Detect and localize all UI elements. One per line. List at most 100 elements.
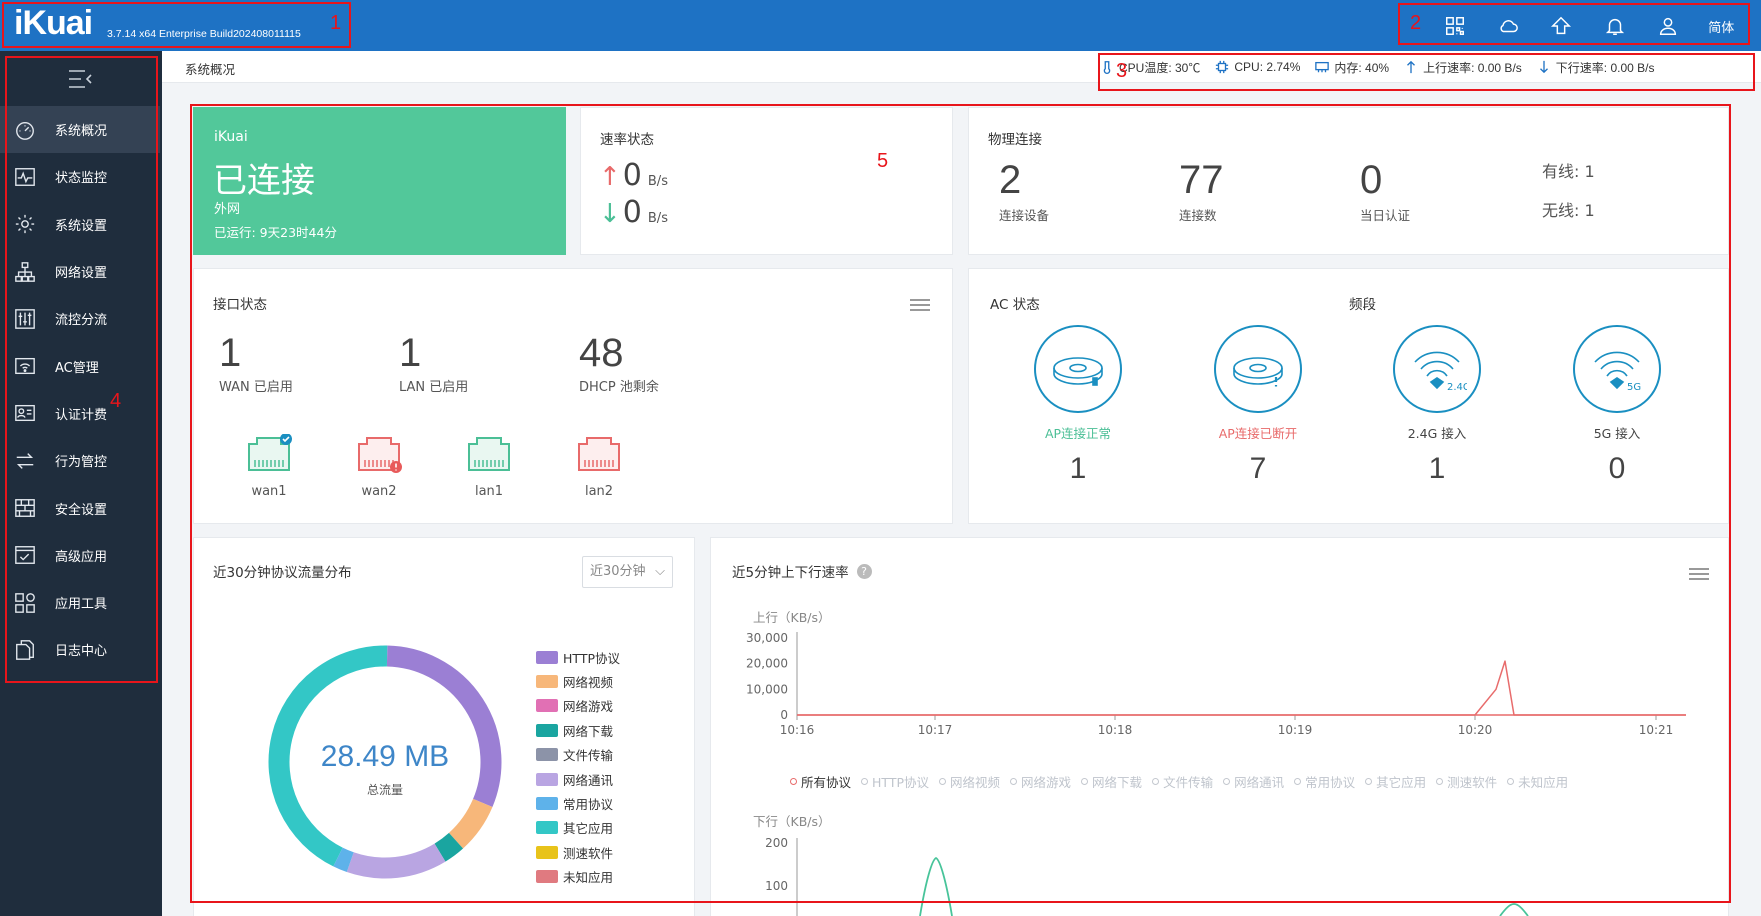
upload-value: 上行速率: 0.00 B/s xyxy=(1423,60,1522,75)
rate-status-title: 速率状态 xyxy=(600,132,654,148)
legend-item[interactable]: 网络下载 xyxy=(536,718,620,742)
rate-legend-item[interactable]: 未知应用 xyxy=(1507,772,1568,791)
legend-item[interactable]: 未知应用 xyxy=(536,865,620,889)
sidebar-item-system-settings[interactable]: 系统设置 xyxy=(0,201,160,248)
legend-label: 网络视频 xyxy=(563,675,614,691)
legend-item[interactable]: 网络通讯 xyxy=(536,767,620,791)
ap-online-item[interactable]: AP连接正常 1 xyxy=(1018,325,1138,486)
rate-line-chart[interactable]: 上行（KB/s） 30,000 20,000 10,000 010:16 10:17 10:… xyxy=(710,580,1729,916)
upload-series-line[interactable] xyxy=(797,660,1686,716)
band-5g-item[interactable]: 5G 5G 接入 0 xyxy=(1557,325,1677,486)
cpu-temp-stat: CPU温度: 30℃ xyxy=(1100,59,1200,76)
legend-item[interactable]: 文件传输 xyxy=(536,743,620,767)
rate-legend-item[interactable]: 网络视频 xyxy=(939,772,1000,791)
language-switch[interactable]: 简体 xyxy=(1708,19,1735,35)
legend-label: 未知应用 xyxy=(1518,775,1569,790)
ikuai-logo[interactable]: iKuai xyxy=(14,4,93,42)
sidebar-item-flow-control[interactable]: 流控分流 xyxy=(0,295,160,342)
band-24g-circle: 2.4G xyxy=(1393,325,1481,413)
rate-legend-item[interactable]: 常用协议 xyxy=(1294,772,1355,791)
legend-dot xyxy=(861,778,869,785)
wired-count: 有线: 1 xyxy=(1542,162,1595,181)
protocol-donut-chart[interactable] xyxy=(260,637,510,887)
breadcrumb-bar: 系统概况 xyxy=(162,51,1761,83)
memory-stat: 内存: 40% xyxy=(1315,59,1389,76)
annotation-number-3: 3 xyxy=(1116,60,1128,82)
port-wan1[interactable]: wan1 xyxy=(239,433,299,499)
svg-text:5G: 5G xyxy=(1627,382,1641,393)
sidebar-item-network[interactable]: 网络设置 xyxy=(0,248,160,295)
rate-chart-card: 近5分钟上下行速率 ? xyxy=(710,537,1729,916)
legend-label: 所有协议 xyxy=(801,775,852,790)
port-lan2[interactable]: lan2 xyxy=(569,434,629,499)
rate-legend-item[interactable]: 网络游戏 xyxy=(1010,772,1071,791)
donut-slice-HTTP协议[interactable] xyxy=(386,645,502,808)
rate-legend-item[interactable]: 所有协议 xyxy=(790,772,851,791)
download-series-line-2[interactable] xyxy=(1499,903,1529,916)
sidebar-item-label: 高级应用 xyxy=(55,549,108,565)
donut-slice-常用协议[interactable] xyxy=(333,847,354,873)
sidebar-item-label: 网络设置 xyxy=(55,266,108,282)
port-lan1[interactable]: lan1 xyxy=(459,434,519,499)
legend-item[interactable]: 测速软件 xyxy=(536,840,620,864)
sidebar-item-advanced[interactable]: 高级应用 xyxy=(0,532,160,579)
wan-connected-status: 已连接 xyxy=(213,161,315,201)
time-range-select[interactable]: 近30分钟 ⌵ xyxy=(582,556,673,588)
donut-slice-其它应用[interactable] xyxy=(268,645,388,867)
legend-item[interactable]: 其它应用 xyxy=(536,816,620,840)
bell-icon[interactable] xyxy=(1588,6,1641,46)
rate-up-value: 0 xyxy=(622,158,642,193)
ethernet-port-icon xyxy=(578,437,620,471)
band-5g-label: 5G 接入 xyxy=(1593,426,1641,441)
interface-menu-icon[interactable] xyxy=(910,299,930,313)
sidebar-item-ac[interactable]: AC管理 xyxy=(0,342,160,389)
donut-slice-网络下载[interactable] xyxy=(434,832,464,862)
rate-legend-item[interactable]: HTTP协议 xyxy=(861,772,929,791)
rate-legend-item[interactable]: 网络下载 xyxy=(1081,772,1142,791)
sidebar-item-label: 认证计费 xyxy=(55,407,108,423)
rate-down-unit: B/s xyxy=(647,211,668,226)
wan-status-card[interactable]: iKuai 已连接 外网 已运行: 9天23时44分 xyxy=(193,107,566,255)
legend-item[interactable]: HTTP协议 xyxy=(536,645,620,669)
connected-devices-count[interactable]: 2 xyxy=(999,158,1022,202)
donut-slice-网络视频[interactable] xyxy=(448,798,493,849)
rate-legend-item[interactable]: 文件传输 xyxy=(1152,772,1213,791)
ethernet-port-icon xyxy=(248,433,292,471)
sidebar-item-overview[interactable]: 系统概况 xyxy=(0,106,160,154)
up-tick-label: 20,000 xyxy=(746,657,788,671)
auth-today-count[interactable]: 0 xyxy=(1360,158,1383,202)
top-toolbar: 简体 xyxy=(1428,6,1748,46)
rate-chart-menu-icon[interactable] xyxy=(1689,568,1709,582)
sidebar-item-monitor[interactable]: 状态监控 xyxy=(0,153,160,200)
sidebar-item-logs[interactable]: 日志中心 xyxy=(0,626,160,673)
sidebar-item-behavior[interactable]: 行为管控 xyxy=(0,437,160,484)
user-icon[interactable] xyxy=(1641,6,1694,46)
wifi-router-icon xyxy=(11,352,39,380)
rate-legend-item[interactable]: 其它应用 xyxy=(1365,772,1426,791)
download-series-line[interactable] xyxy=(919,856,953,916)
up-tick-label: 30,000 xyxy=(746,631,788,645)
cloud-icon[interactable] xyxy=(1481,6,1534,46)
legend-item[interactable]: 常用协议 xyxy=(536,791,620,815)
band-24g-item[interactable]: 2.4G 2.4G 接入 1 xyxy=(1377,325,1497,486)
connections-count[interactable]: 77 xyxy=(1179,158,1224,202)
donut-slice-网络通讯[interactable] xyxy=(346,843,446,879)
sidebar-item-auth[interactable]: 认证计费 xyxy=(0,390,160,437)
legend-swatch xyxy=(536,699,558,713)
legend-item[interactable]: 网络视频 xyxy=(536,669,620,693)
sidebar-item-tools[interactable]: 应用工具 xyxy=(0,579,160,626)
gear-icon xyxy=(11,210,39,238)
sidebar-item-security[interactable]: 安全设置 xyxy=(0,484,160,531)
help-icon[interactable]: ? xyxy=(856,563,872,579)
port-wan2[interactable]: wan2 xyxy=(349,434,409,499)
ap-offline-item[interactable]: AP连接已断开 7 xyxy=(1198,325,1318,486)
rate-legend-item[interactable]: 网络通讯 xyxy=(1223,772,1284,791)
qrcode-icon[interactable] xyxy=(1428,6,1481,46)
legend-label: 文件传输 xyxy=(1163,775,1214,790)
legend-dot xyxy=(1081,778,1089,785)
upgrade-icon[interactable] xyxy=(1535,6,1588,46)
ac-status-title: AC 状态 xyxy=(990,297,1040,313)
legend-item[interactable]: 网络游戏 xyxy=(536,694,620,718)
collapse-menu-icon[interactable] xyxy=(66,67,94,91)
rate-legend-item[interactable]: 测速软件 xyxy=(1436,772,1497,791)
